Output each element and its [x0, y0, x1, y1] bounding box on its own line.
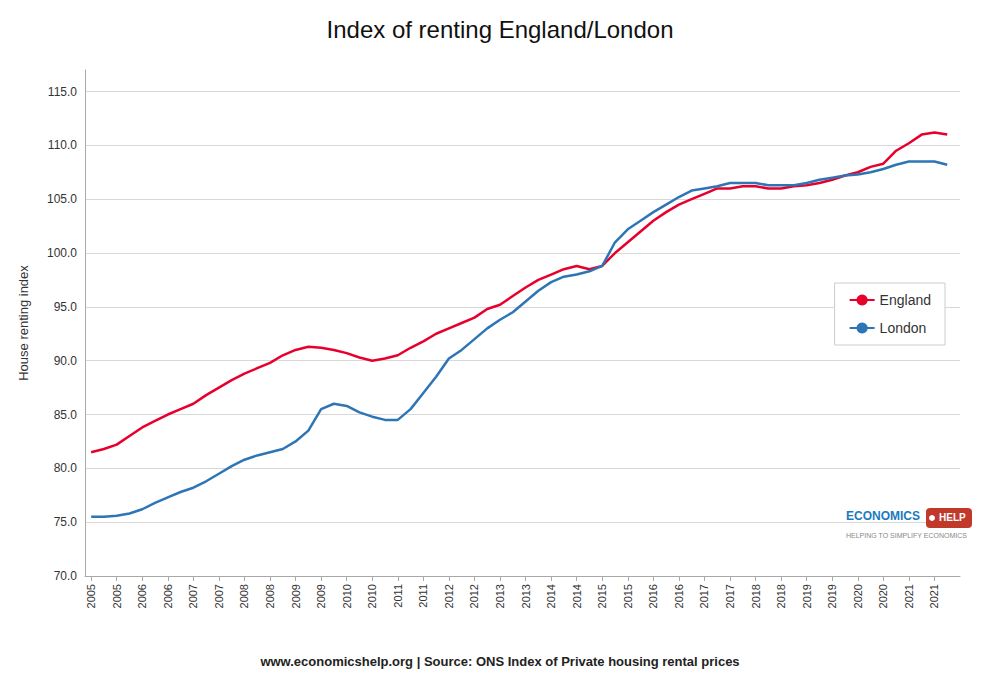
svg-text:2017: 2017 [724, 584, 736, 608]
svg-text:Index of renting England/Londo: Index of renting England/London [327, 16, 674, 43]
svg-text:2013: 2013 [494, 584, 506, 608]
svg-text:2007: 2007 [187, 584, 199, 608]
svg-text:2011: 2011 [392, 584, 404, 608]
svg-text:100.0: 100.0 [47, 246, 77, 260]
svg-text:110.0: 110.0 [48, 138, 77, 152]
svg-text:England: England [880, 292, 931, 308]
svg-text:www.economicshelp.org | Source: www.economicshelp.org | Source: ONS Inde… [259, 654, 739, 669]
svg-text:2006: 2006 [136, 584, 148, 608]
svg-text:2021: 2021 [903, 584, 915, 608]
svg-text:2009: 2009 [290, 584, 302, 608]
svg-text:ECONOMICS: ECONOMICS [846, 509, 920, 523]
svg-text:2011: 2011 [417, 584, 429, 608]
svg-text:105.0: 105.0 [47, 192, 77, 206]
svg-text:2005: 2005 [85, 584, 97, 608]
svg-text:2010: 2010 [366, 584, 378, 608]
svg-text:75.0: 75.0 [54, 515, 78, 529]
svg-text:80.0: 80.0 [54, 461, 78, 475]
svg-text:2015: 2015 [596, 584, 608, 608]
svg-text:2010: 2010 [341, 584, 353, 608]
svg-text:2014: 2014 [571, 584, 583, 608]
svg-text:2015: 2015 [622, 584, 634, 608]
svg-text:2005: 2005 [111, 584, 123, 608]
svg-text:2020: 2020 [877, 584, 889, 608]
svg-text:House renting index: House renting index [16, 265, 31, 381]
svg-text:HELP: HELP [939, 512, 966, 523]
svg-text:70.0: 70.0 [54, 569, 78, 583]
svg-text:2018: 2018 [750, 584, 762, 608]
svg-text:2021: 2021 [928, 584, 940, 608]
svg-text:2008: 2008 [264, 584, 276, 608]
svg-text:90.0: 90.0 [54, 354, 78, 368]
svg-text:2009: 2009 [315, 584, 327, 608]
svg-text:2019: 2019 [826, 584, 838, 608]
svg-text:2013: 2013 [520, 584, 532, 608]
svg-text:115.0: 115.0 [48, 85, 77, 99]
svg-text:2012: 2012 [468, 584, 480, 608]
svg-text:2016: 2016 [673, 584, 685, 608]
svg-text:2019: 2019 [801, 584, 813, 608]
svg-text:2007: 2007 [213, 584, 225, 608]
svg-text:2008: 2008 [238, 584, 250, 608]
svg-text:2006: 2006 [162, 584, 174, 608]
svg-text:HELPING TO SIMPLIFY ECONOMICS: HELPING TO SIMPLIFY ECONOMICS [846, 532, 967, 539]
svg-text:2018: 2018 [775, 584, 787, 608]
svg-text:2014: 2014 [545, 584, 557, 608]
svg-text:95.0: 95.0 [54, 300, 78, 314]
svg-text:2016: 2016 [647, 584, 659, 608]
svg-text:85.0: 85.0 [54, 408, 78, 422]
svg-text:2017: 2017 [698, 584, 710, 608]
svg-text:2020: 2020 [852, 584, 864, 608]
svg-text:London: London [880, 320, 927, 336]
svg-text:2012: 2012 [443, 584, 455, 608]
